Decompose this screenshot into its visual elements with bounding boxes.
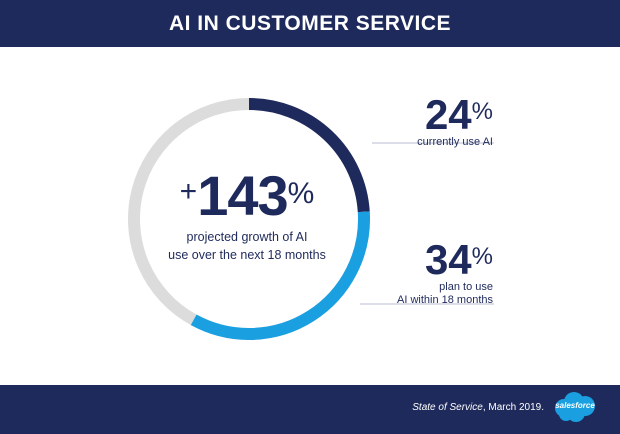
footer-bar: State of Service, March 2019. salesforce xyxy=(0,385,620,434)
stat-value: 24% xyxy=(417,94,493,136)
stat-number: 24 xyxy=(424,91,472,138)
header-bar: AI IN CUSTOMER SERVICE xyxy=(0,0,620,47)
stat-value: 34% xyxy=(397,239,493,281)
center-desc-line: projected growth of AI xyxy=(186,230,308,244)
source-date: , March 2019. xyxy=(482,402,544,413)
center-stat: +143% projected growth of AI use over th… xyxy=(142,168,352,264)
stat-plan-to-use: 34% plan to use AI within 18 months xyxy=(397,239,493,307)
logo-text: salesforce xyxy=(555,401,595,410)
stat-unit: % xyxy=(471,98,493,125)
stat-number: 34 xyxy=(424,236,472,283)
center-value: +143% xyxy=(142,168,352,224)
source-citation: State of Service, March 2019. xyxy=(412,402,544,413)
cloud-icon xyxy=(555,392,595,422)
donut-segment-0 xyxy=(248,98,370,213)
center-description: projected growth of AI use over the next… xyxy=(142,228,352,264)
page-title: AI IN CUSTOMER SERVICE xyxy=(168,11,452,35)
donut-segment-1 xyxy=(190,211,370,340)
center-unit: % xyxy=(287,177,315,210)
center-prefix: + xyxy=(179,175,198,208)
source-title: State of Service xyxy=(412,402,483,413)
center-number: 143 xyxy=(197,164,288,227)
salesforce-logo: salesforce xyxy=(552,390,598,424)
center-desc-line: use over the next 18 months xyxy=(168,248,326,262)
stat-unit: % xyxy=(471,243,493,270)
stat-label: AI within 18 months xyxy=(397,294,493,306)
donut-segment-2 xyxy=(128,98,250,326)
stat-current-use: 24% currently use AI xyxy=(417,94,493,149)
stat-label: currently use AI xyxy=(417,136,493,148)
stat-label: plan to use xyxy=(439,281,493,293)
